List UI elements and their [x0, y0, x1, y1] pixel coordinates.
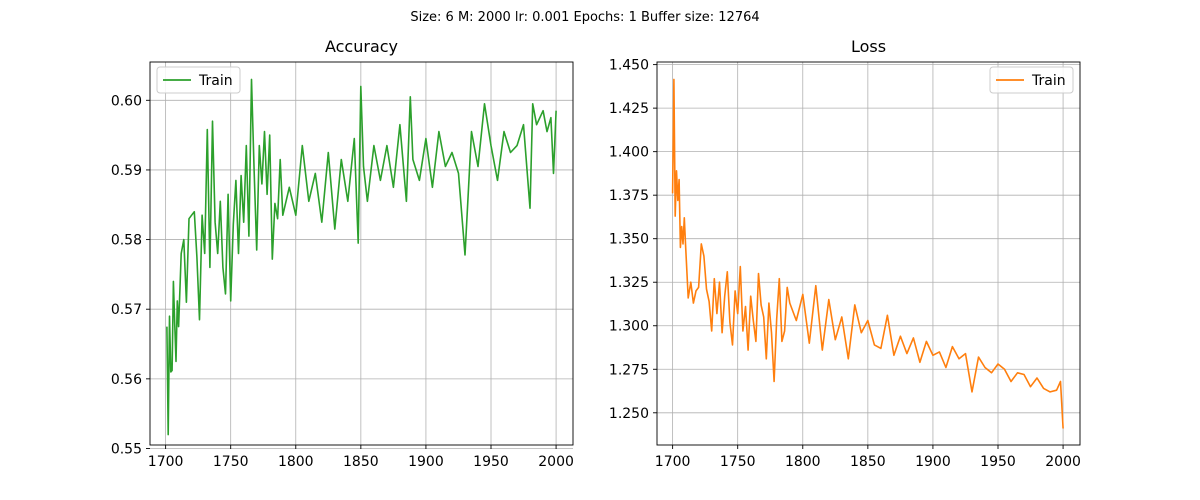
y-tick-label: 1.300 — [609, 319, 649, 335]
y-tick-label: 1.275 — [609, 362, 649, 378]
series-line-train — [671, 78, 1064, 429]
legend-label: Train — [1031, 73, 1066, 89]
plot-frame — [656, 61, 1081, 446]
x-tick-label: 1750 — [213, 454, 249, 470]
y-tick-label: 1.325 — [609, 275, 649, 291]
legend: Train — [989, 66, 1074, 94]
plot-frame — [149, 61, 574, 446]
x-tick-label: 1900 — [408, 454, 444, 470]
x-tick-label: 1950 — [473, 454, 509, 470]
figure-suptitle: Size: 6 M: 2000 lr: 0.001 Epochs: 1 Buff… — [410, 10, 759, 25]
legend-box — [989, 66, 1074, 94]
x-tick-label: 1850 — [343, 454, 379, 470]
y-tick-label: 0.56 — [111, 372, 142, 388]
chart-panel-2: Loss 1700 1750 1800 1850 1900 1950 2000 1.250 1.2… — [609, 37, 1081, 470]
x-tick-label: 1700 — [655, 454, 691, 470]
chart-title: Accuracy — [325, 37, 398, 56]
x-tick-label: 1800 — [278, 454, 314, 470]
x-tick-label: 1900 — [915, 454, 951, 470]
y-tick-label: 0.60 — [111, 93, 142, 109]
y-tick-label: 1.375 — [609, 188, 649, 204]
y-tick-label: 1.450 — [609, 58, 649, 74]
y-tick-label: 1.425 — [609, 101, 649, 117]
x-tick-label: 1800 — [785, 454, 821, 470]
legend-label: Train — [198, 73, 233, 89]
x-tick-label: 1750 — [720, 454, 756, 470]
chart-panel-1: Accuracy 1700 1750 1800 1850 1900 1950 2000 0.55… — [111, 37, 574, 470]
y-tick-label: 0.57 — [111, 302, 142, 318]
x-tick-label: 1950 — [980, 454, 1016, 470]
y-tick-label: 0.58 — [111, 233, 142, 249]
y-tick-label: 0.55 — [111, 441, 142, 457]
chart-panels: Accuracy 1700 1750 1800 1850 1900 1950 2000 0.55… — [111, 37, 1081, 470]
chart-title: Loss — [851, 37, 886, 56]
legend-box — [156, 66, 241, 94]
y-tick-label: 1.350 — [609, 232, 649, 248]
y-tick-label: 1.250 — [609, 406, 649, 422]
x-tick-label: 1700 — [148, 454, 184, 470]
x-tick-label: 2000 — [1045, 454, 1081, 470]
x-tick-label: 1850 — [850, 454, 886, 470]
x-tick-label: 2000 — [538, 454, 574, 470]
y-tick-label: 0.59 — [111, 163, 142, 179]
y-tick-label: 1.400 — [609, 145, 649, 161]
legend: Train — [156, 66, 241, 94]
series-line-train — [166, 78, 557, 436]
